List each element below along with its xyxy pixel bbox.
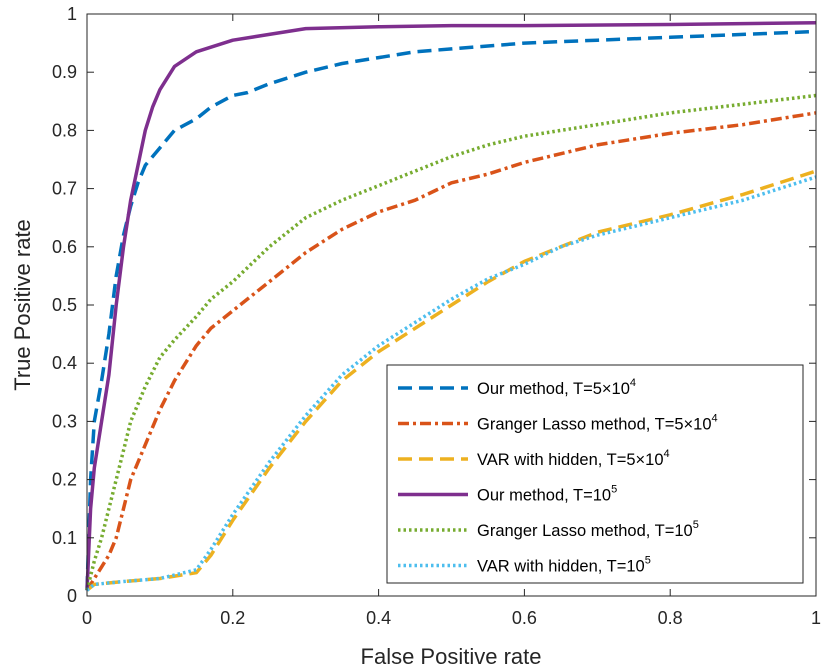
- series-line-var-hidden-5e4: [85, 169, 817, 592]
- series-line-var-hidden-1e5: [85, 175, 817, 592]
- y-tick-label: 0.7: [52, 179, 77, 199]
- x-tick-label: 1: [811, 608, 821, 628]
- y-tick-label: 0.6: [52, 237, 77, 257]
- y-tick-label: 0.2: [52, 470, 77, 490]
- x-tick-label: 0.6: [512, 608, 537, 628]
- x-tick-label: 0.4: [366, 608, 391, 628]
- y-axis-label: True Positive rate: [10, 219, 35, 391]
- series-line-granger-lasso-5e4: [85, 111, 817, 592]
- legend-label-our-method-5e4: Our method, T=5×104: [477, 377, 636, 398]
- x-tick-label: 0: [82, 608, 92, 628]
- y-tick-label: 0.1: [52, 528, 77, 548]
- legend: Our method, T=5×104 Granger Lasso method,…: [386, 364, 804, 584]
- y-tick-label: 0.3: [52, 411, 77, 431]
- x-axis-label: False Positive rate: [361, 644, 542, 669]
- series-line-our-method-1e5: [85, 20, 817, 591]
- legend-label-granger-lasso-1e5: Granger Lasso method, T=105: [477, 519, 699, 540]
- y-tick-label: 0.8: [52, 120, 77, 140]
- x-tick-label: 0.8: [658, 608, 683, 628]
- y-tick-label: 0: [67, 586, 77, 606]
- plot-area: [85, 20, 817, 592]
- legend-label-our-method-1e5: Our method, T=105: [477, 484, 617, 505]
- y-tick-label: 0.4: [52, 353, 77, 373]
- axis-ticks: 0 0.2 0.4 0.6 0.8 1 0 0.1 0.2 0.3 0.4 0.5 0.6 0.7 0.8 0…: [52, 4, 821, 628]
- legend-label-var-hidden-1e5: VAR with hidden, T=105: [477, 555, 651, 576]
- y-tick-label: 0.5: [52, 295, 77, 315]
- y-tick-label: 0.9: [52, 62, 77, 82]
- series-line-our-method-5e4: [85, 29, 817, 591]
- legend-box: [386, 364, 804, 584]
- legend-label-granger-lasso-5e4: Granger Lasso method, T=5×104: [477, 413, 718, 434]
- series-line-granger-lasso-1e5: [85, 93, 817, 591]
- legend-label-var-hidden-5e4: VAR with hidden, T=5×104: [477, 448, 670, 469]
- x-tick-label: 0.2: [220, 608, 245, 628]
- y-tick-label: 1: [67, 4, 77, 24]
